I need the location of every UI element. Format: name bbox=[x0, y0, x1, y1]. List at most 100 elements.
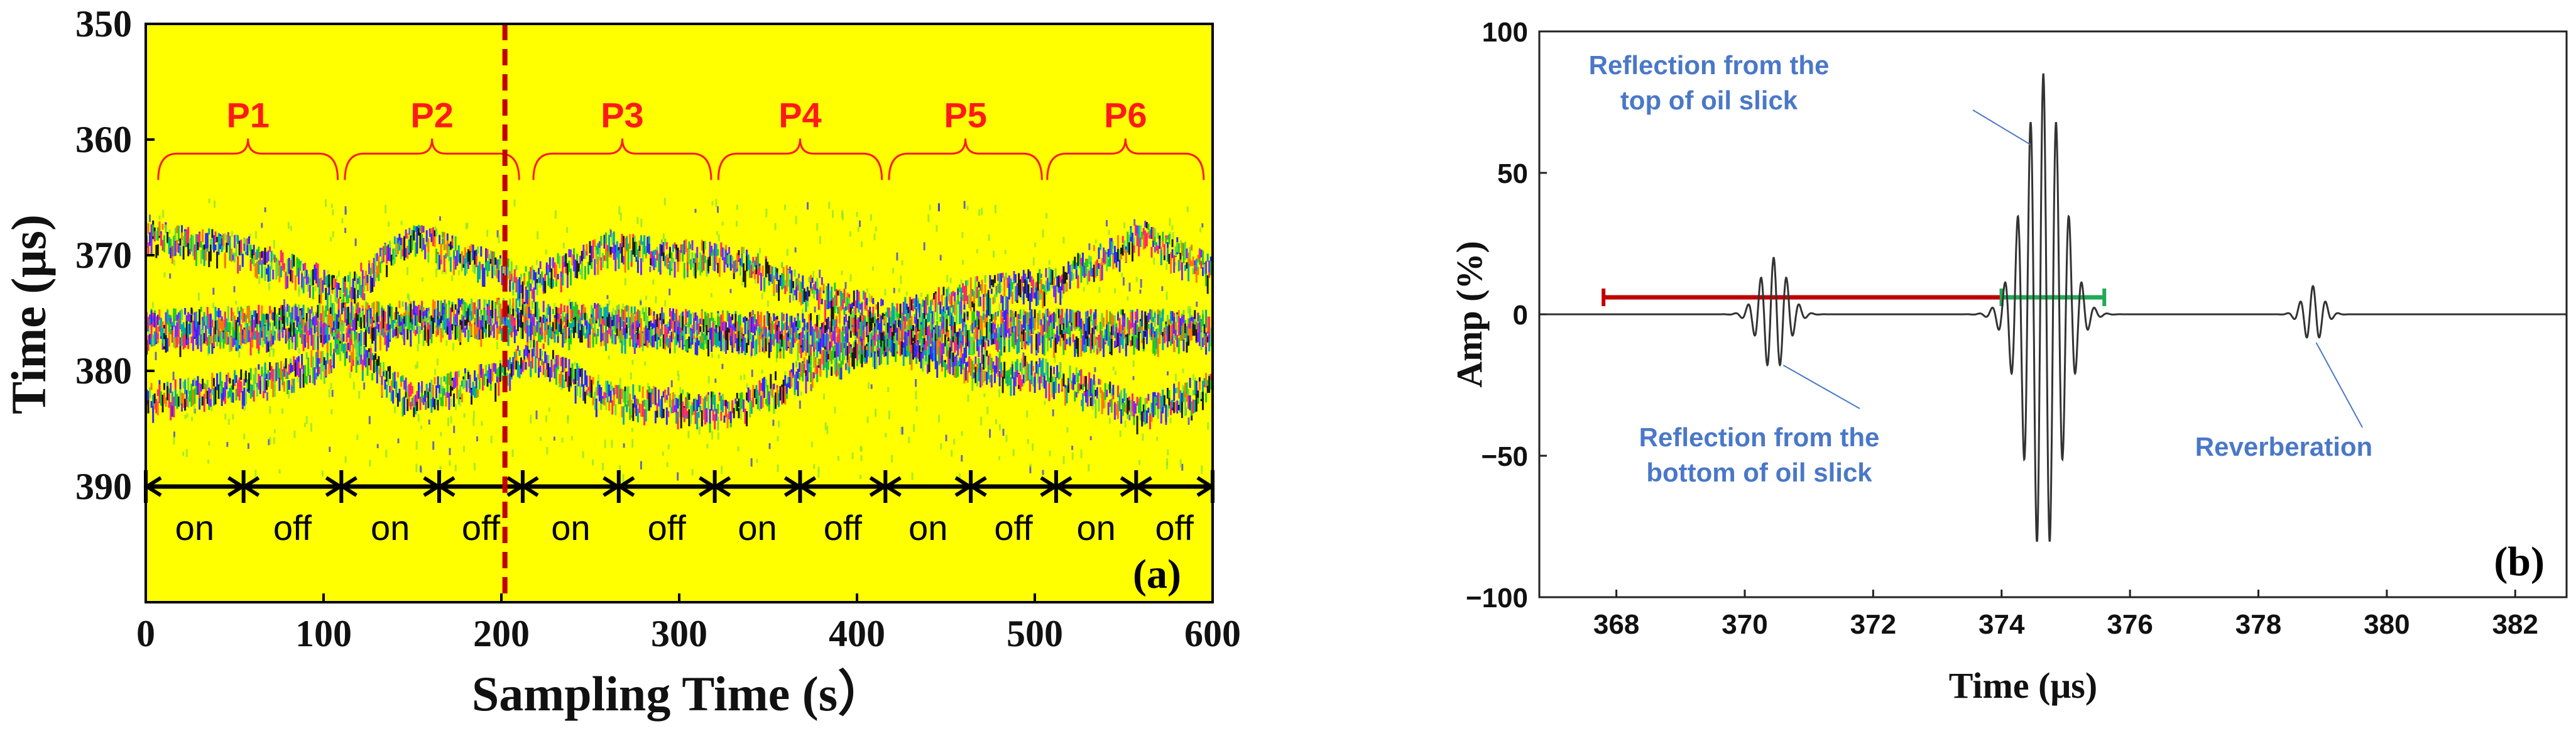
echo-speck bbox=[1191, 326, 1193, 341]
echo-speck bbox=[822, 322, 825, 331]
echo-speck bbox=[319, 303, 321, 321]
echo-speck bbox=[336, 282, 339, 298]
echo-speck bbox=[1170, 311, 1172, 322]
echo-speck bbox=[813, 289, 816, 299]
echo-speck bbox=[1127, 231, 1129, 243]
echo-speck bbox=[790, 338, 793, 355]
echo-speck bbox=[971, 301, 974, 307]
echo-speck bbox=[1149, 328, 1151, 335]
echo-speck bbox=[851, 318, 854, 326]
noise-speck bbox=[1123, 222, 1126, 229]
echo-speck bbox=[538, 277, 540, 284]
echo-speck bbox=[442, 239, 444, 245]
echo-speck bbox=[363, 346, 366, 355]
echo-speck bbox=[1047, 278, 1049, 290]
echo-speck bbox=[880, 315, 883, 334]
echo-speck bbox=[1177, 310, 1180, 322]
echo-speck bbox=[648, 330, 650, 343]
echo-speck bbox=[638, 311, 641, 324]
echo-speck bbox=[177, 243, 180, 253]
echo-speck bbox=[987, 322, 990, 340]
echo-speck bbox=[320, 334, 322, 343]
echo-speck bbox=[357, 333, 359, 344]
noise-speck bbox=[920, 292, 922, 297]
noise-speck bbox=[273, 348, 275, 353]
echo-speck bbox=[790, 328, 793, 335]
echo-speck bbox=[685, 339, 687, 351]
noise-speck bbox=[407, 293, 409, 300]
echo-speck bbox=[170, 383, 172, 394]
echo-speck bbox=[1157, 328, 1159, 335]
echo-speck bbox=[817, 314, 820, 321]
echo-speck bbox=[177, 336, 180, 344]
echo-speck bbox=[253, 385, 255, 402]
echo-speck bbox=[1202, 310, 1204, 319]
echo-speck bbox=[581, 325, 583, 343]
echo-speck bbox=[538, 268, 540, 275]
echo-speck bbox=[763, 325, 766, 336]
echo-speck bbox=[1191, 260, 1193, 267]
echo-speck bbox=[322, 326, 324, 338]
echo-speck bbox=[904, 316, 907, 334]
echo-speck bbox=[307, 357, 310, 377]
echo-speck bbox=[656, 250, 658, 261]
echo-speck bbox=[1067, 261, 1070, 274]
echo-speck bbox=[478, 319, 481, 330]
echo-speck bbox=[1025, 280, 1028, 298]
echo-speck bbox=[422, 330, 425, 346]
echo-speck bbox=[229, 378, 231, 384]
echo-speck bbox=[1077, 275, 1079, 289]
echo-speck bbox=[1039, 289, 1041, 300]
echo-speck bbox=[697, 262, 700, 270]
echo-speck bbox=[832, 329, 834, 341]
echo-speck bbox=[605, 333, 607, 351]
echo-speck bbox=[398, 315, 401, 326]
echo-speck bbox=[1089, 309, 1092, 314]
echo-speck bbox=[507, 267, 510, 279]
echo-speck bbox=[662, 339, 665, 349]
echo-speck bbox=[361, 359, 364, 370]
noise-speck bbox=[611, 439, 613, 448]
echo-speck bbox=[1051, 270, 1054, 285]
echo-speck bbox=[307, 277, 310, 284]
echo-speck bbox=[272, 327, 275, 345]
echo-speck bbox=[357, 302, 359, 319]
noise-speck bbox=[1154, 246, 1156, 253]
echo-speck bbox=[403, 324, 406, 333]
echo-speck bbox=[194, 378, 196, 387]
echo-speck bbox=[621, 246, 623, 263]
echo-speck bbox=[171, 402, 173, 417]
echo-speck bbox=[875, 304, 878, 310]
noise-speck bbox=[1177, 324, 1179, 333]
noise-speck bbox=[449, 460, 451, 466]
echo-speck bbox=[1011, 282, 1013, 290]
echo-speck bbox=[1040, 335, 1042, 344]
echo-speck bbox=[520, 284, 522, 294]
echo-speck bbox=[275, 362, 278, 382]
echo-speck bbox=[618, 304, 620, 310]
echo-speck bbox=[310, 320, 313, 333]
echo-speck bbox=[931, 311, 934, 324]
noise-speck bbox=[915, 390, 917, 400]
echo-speck bbox=[421, 322, 423, 331]
echo-speck bbox=[413, 225, 415, 234]
echo-speck bbox=[302, 304, 305, 319]
echo-speck bbox=[907, 319, 910, 334]
echo-speck bbox=[714, 331, 716, 345]
echo-speck bbox=[581, 261, 583, 280]
echo-speck bbox=[174, 240, 177, 256]
echo-speck bbox=[389, 247, 391, 262]
echo-speck bbox=[810, 313, 812, 321]
echo-speck bbox=[1167, 329, 1169, 348]
noise-speck bbox=[861, 241, 863, 248]
echo-speck bbox=[626, 305, 628, 312]
echo-speck bbox=[1069, 337, 1071, 346]
echo-speck bbox=[366, 309, 369, 328]
echo-speck bbox=[694, 338, 697, 355]
noise-speck bbox=[800, 391, 802, 396]
echo-speck bbox=[299, 324, 302, 334]
echo-speck bbox=[376, 301, 378, 312]
echo-speck bbox=[1032, 279, 1034, 299]
echo-speck bbox=[308, 277, 311, 284]
echo-speck bbox=[872, 317, 875, 323]
